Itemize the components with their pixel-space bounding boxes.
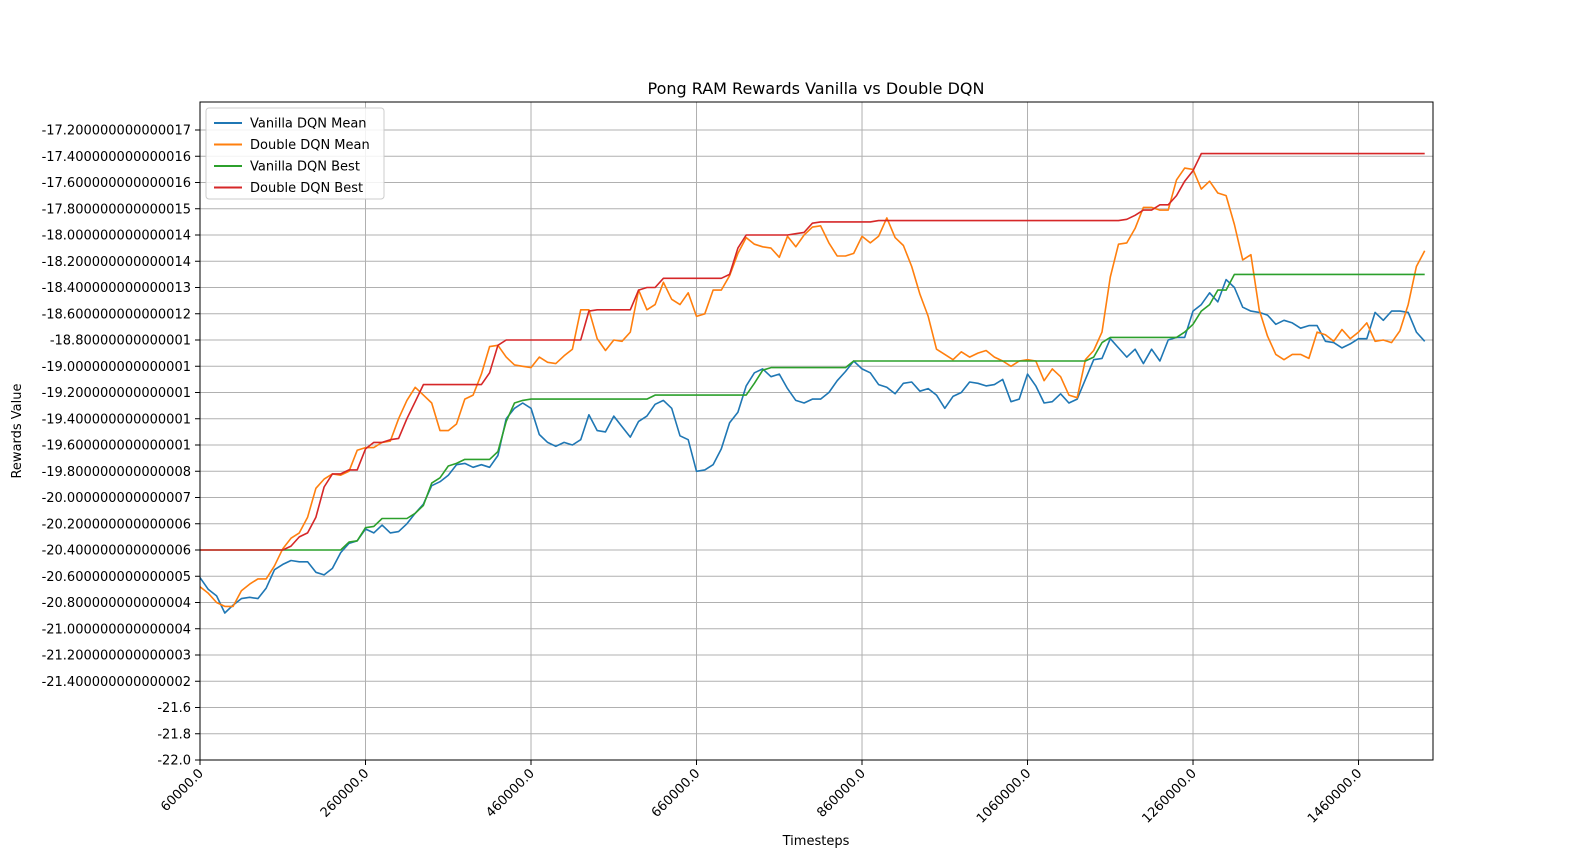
y-tick-label: -19.000000000000001 — [42, 360, 191, 375]
legend-label: Double DQN Mean — [250, 138, 370, 153]
y-tick-label: -18.200000000000014 — [42, 255, 191, 270]
legend-label: Double DQN Best — [250, 181, 363, 196]
plot-area — [199, 152, 1426, 614]
y-tick-label: -21.400000000000002 — [42, 675, 191, 690]
series-line-double-dqn-best — [200, 152, 1425, 551]
y-tick-label: -18.80000000000001 — [50, 334, 191, 349]
y-tick-label: -17.400000000000016 — [42, 150, 191, 165]
legend-label: Vanilla DQN Best — [250, 160, 360, 175]
legend-box — [205, 107, 385, 200]
y-tick-label: -21.200000000000003 — [42, 649, 191, 664]
y-tick-label: -19.600000000000001 — [42, 439, 191, 454]
series-line-double-dqn-mean — [199, 167, 1426, 608]
x-axis-title: Timesteps — [782, 834, 850, 849]
plot-frame — [199, 101, 1434, 761]
y-tick-label: -18.000000000000014 — [42, 229, 191, 244]
y-tick-label: -19.400000000000001 — [42, 412, 191, 427]
y-tick-label: -17.600000000000016 — [42, 176, 191, 191]
y-tick-label: -18.600000000000012 — [42, 307, 191, 322]
y-tick-label: -20.800000000000004 — [42, 596, 191, 611]
series-line-vanilla-dqn-best — [200, 273, 1425, 551]
y-tick-label: -22.0 — [157, 754, 191, 769]
y-tick-label: -19.200000000000001 — [42, 386, 191, 401]
y-tick-label: -19.800000000000008 — [42, 465, 191, 480]
y-axis-title: Rewards Value — [10, 383, 25, 478]
series-line-vanilla-dqn-mean — [199, 278, 1426, 614]
y-axis: -22.0 -21.8 -21.6 -21.400000000000002 -21.20… — [42, 124, 200, 769]
y-tick-label: -21.8 — [157, 727, 191, 742]
legend-label: Vanilla DQN Mean — [250, 117, 367, 132]
y-tick-label: -21.6 — [157, 701, 191, 716]
legend: Vanilla DQN Mean Double DQN Mean Vanilla D… — [205, 107, 385, 200]
y-tick-label: -20.200000000000006 — [42, 517, 191, 532]
y-tick-label: -20.400000000000006 — [42, 544, 191, 559]
y-tick-label: -17.800000000000015 — [42, 202, 191, 217]
y-tick-label: -20.600000000000005 — [42, 570, 191, 585]
y-tick-label: -18.400000000000013 — [42, 281, 191, 296]
y-tick-label: -20.000000000000007 — [42, 491, 191, 506]
y-tick-label: -17.200000000000017 — [42, 124, 191, 139]
chart-title: Pong RAM Rewards Vanilla vs Double DQN — [648, 79, 985, 98]
y-tick-label: -21.000000000000004 — [42, 622, 191, 637]
